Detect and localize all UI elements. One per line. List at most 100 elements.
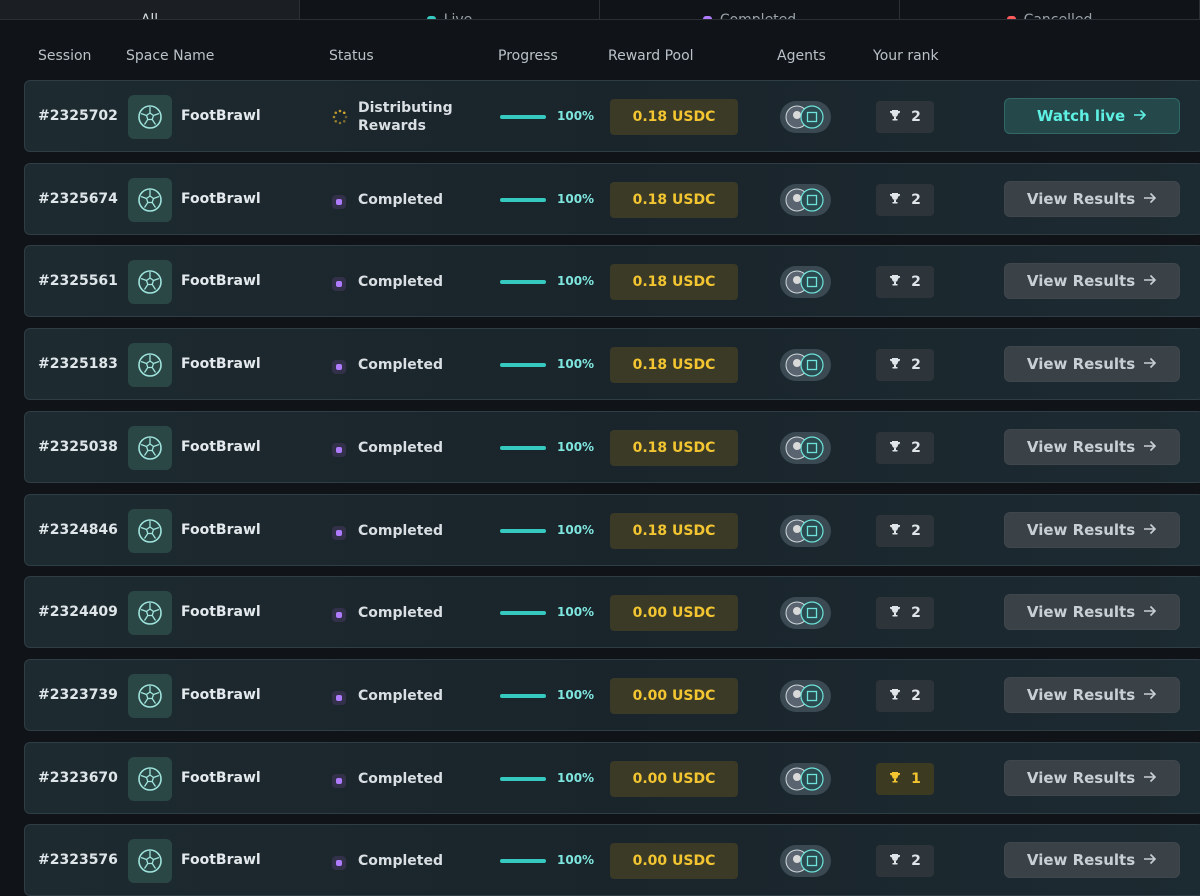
- progress-text: 100%: [557, 357, 595, 372]
- session-row: #2324409 FootBrawl Completed 100% 0.00 USDC 2…: [24, 576, 1200, 649]
- session-id: #2324409: [38, 604, 118, 621]
- session-id: #2323670: [38, 769, 118, 786]
- reward-pool: 0.18 USDC: [610, 99, 738, 135]
- column-header: Your rank: [873, 48, 939, 64]
- reward-pool: 0.18 USDC: [610, 512, 738, 549]
- tab-label: All: [141, 12, 158, 19]
- action-button[interactable]: View Results: [1004, 511, 1180, 548]
- space-icon: [128, 839, 172, 884]
- arrow-icon: [1143, 521, 1157, 539]
- status-dot: [332, 442, 346, 457]
- session-row: #2323576 FootBrawl Completed 100% 0.00 USDC 2…: [24, 824, 1200, 896]
- trophy-icon: [889, 274, 901, 290]
- status-text: Completed: [358, 605, 444, 622]
- progress-bar: [500, 611, 546, 616]
- action-button[interactable]: View Results: [1004, 842, 1180, 879]
- arrow-icon: [1143, 851, 1157, 869]
- tab[interactable]: All: [0, 0, 300, 19]
- action-button[interactable]: View Results: [1004, 180, 1180, 217]
- action-button[interactable]: View Results: [1004, 263, 1180, 300]
- space-name: FootBrawl: [181, 356, 261, 373]
- progress-bar: [500, 776, 546, 781]
- arrow-icon: [1143, 603, 1157, 621]
- progress-bar: [500, 363, 546, 368]
- rank-badge: 2: [876, 266, 934, 299]
- rank-value: 2: [911, 109, 921, 125]
- agents: [780, 349, 831, 382]
- space-name: FootBrawl: [181, 190, 261, 207]
- session-id: #2325183: [38, 356, 118, 373]
- button-label: View Results: [1026, 768, 1136, 787]
- rank-badge: 2: [876, 679, 934, 712]
- space-name: FootBrawl: [181, 604, 261, 621]
- column-header: Status: [329, 48, 374, 64]
- reward-pool: 0.18 USDC: [610, 429, 738, 466]
- progress-text: 100%: [557, 522, 595, 537]
- session-id: #2323739: [38, 686, 118, 703]
- space-name: FootBrawl: [181, 769, 261, 786]
- reward-pool: 0.18 USDC: [610, 264, 738, 301]
- session-row: #2325674 FootBrawl Completed 100% 0.18 USDC 2…: [24, 162, 1200, 235]
- space-icon: [128, 425, 172, 470]
- progress-bar: [500, 197, 546, 202]
- progress-text: 100%: [557, 770, 595, 785]
- reward-pool: 0.18 USDC: [610, 181, 738, 218]
- progress-text: 100%: [557, 274, 595, 289]
- progress-text: 100%: [557, 853, 595, 868]
- status-text: Completed: [358, 853, 444, 870]
- rank-badge: 2: [876, 183, 934, 216]
- space-icon: [128, 508, 172, 553]
- status-dot: [332, 856, 346, 871]
- status-dot: [332, 525, 346, 540]
- progress-bar: [500, 280, 546, 285]
- reward-pool: 0.18 USDC: [610, 347, 738, 384]
- arrow-icon: [1143, 190, 1157, 208]
- action-button[interactable]: View Results: [1004, 428, 1180, 465]
- action-button[interactable]: View Results: [1004, 676, 1180, 713]
- tab[interactable]: Cancelled: [900, 0, 1200, 19]
- space-icon: [128, 95, 172, 139]
- tab[interactable]: Live: [300, 0, 600, 19]
- tab-dot: [426, 15, 436, 19]
- session-id: #2324846: [38, 521, 118, 538]
- button-label: View Results: [1026, 437, 1136, 456]
- session-row: #2325561 FootBrawl Completed 100% 0.18 USDC 2…: [24, 245, 1200, 318]
- trophy-icon: [889, 771, 901, 787]
- agents: [780, 845, 831, 878]
- rank-badge: 2: [876, 349, 934, 382]
- status-dot: [332, 773, 346, 788]
- tab[interactable]: Completed: [600, 0, 900, 19]
- column-header: Space Name: [126, 48, 215, 64]
- status-text: Completed: [358, 770, 444, 787]
- session-id: #2325038: [38, 438, 118, 455]
- session-row: #2323739 FootBrawl Completed 100% 0.00 USDC 2…: [24, 658, 1200, 731]
- reward-pool: 0.00 USDC: [610, 595, 738, 632]
- action-button[interactable]: View Results: [1004, 346, 1180, 383]
- progress-bar: [500, 445, 546, 450]
- button-label: View Results: [1026, 851, 1136, 870]
- column-header: Session: [38, 48, 92, 64]
- table-header: Session Space Name Status Progress Reward Po…: [0, 48, 1200, 66]
- progress-text: 100%: [557, 109, 595, 123]
- agents: [780, 762, 831, 795]
- session-row: #2325038 FootBrawl Completed 100% 0.18 USDC 2…: [24, 410, 1200, 483]
- agents: [780, 597, 831, 630]
- rank-value: 2: [911, 439, 921, 456]
- session-id: #2323576: [38, 852, 118, 869]
- action-button[interactable]: Watch live: [1004, 98, 1180, 134]
- status-text: Completed: [358, 191, 444, 208]
- tab-label: Cancelled: [1024, 12, 1093, 19]
- status-dot: [332, 194, 346, 209]
- rank-value: 2: [911, 853, 921, 870]
- action-button[interactable]: View Results: [1004, 759, 1180, 796]
- space-name: FootBrawl: [181, 686, 261, 703]
- button-label: Watch live: [1036, 107, 1126, 125]
- rank-badge: 2: [876, 845, 934, 878]
- tab-inner: Live: [426, 12, 472, 19]
- session-id: #2325702: [38, 108, 118, 124]
- arrow-icon: [1143, 355, 1157, 373]
- status-text: Distributing Rewards: [358, 100, 453, 134]
- rank-badge: 2: [876, 431, 934, 464]
- agents: [780, 431, 831, 464]
- action-button[interactable]: View Results: [1004, 594, 1180, 631]
